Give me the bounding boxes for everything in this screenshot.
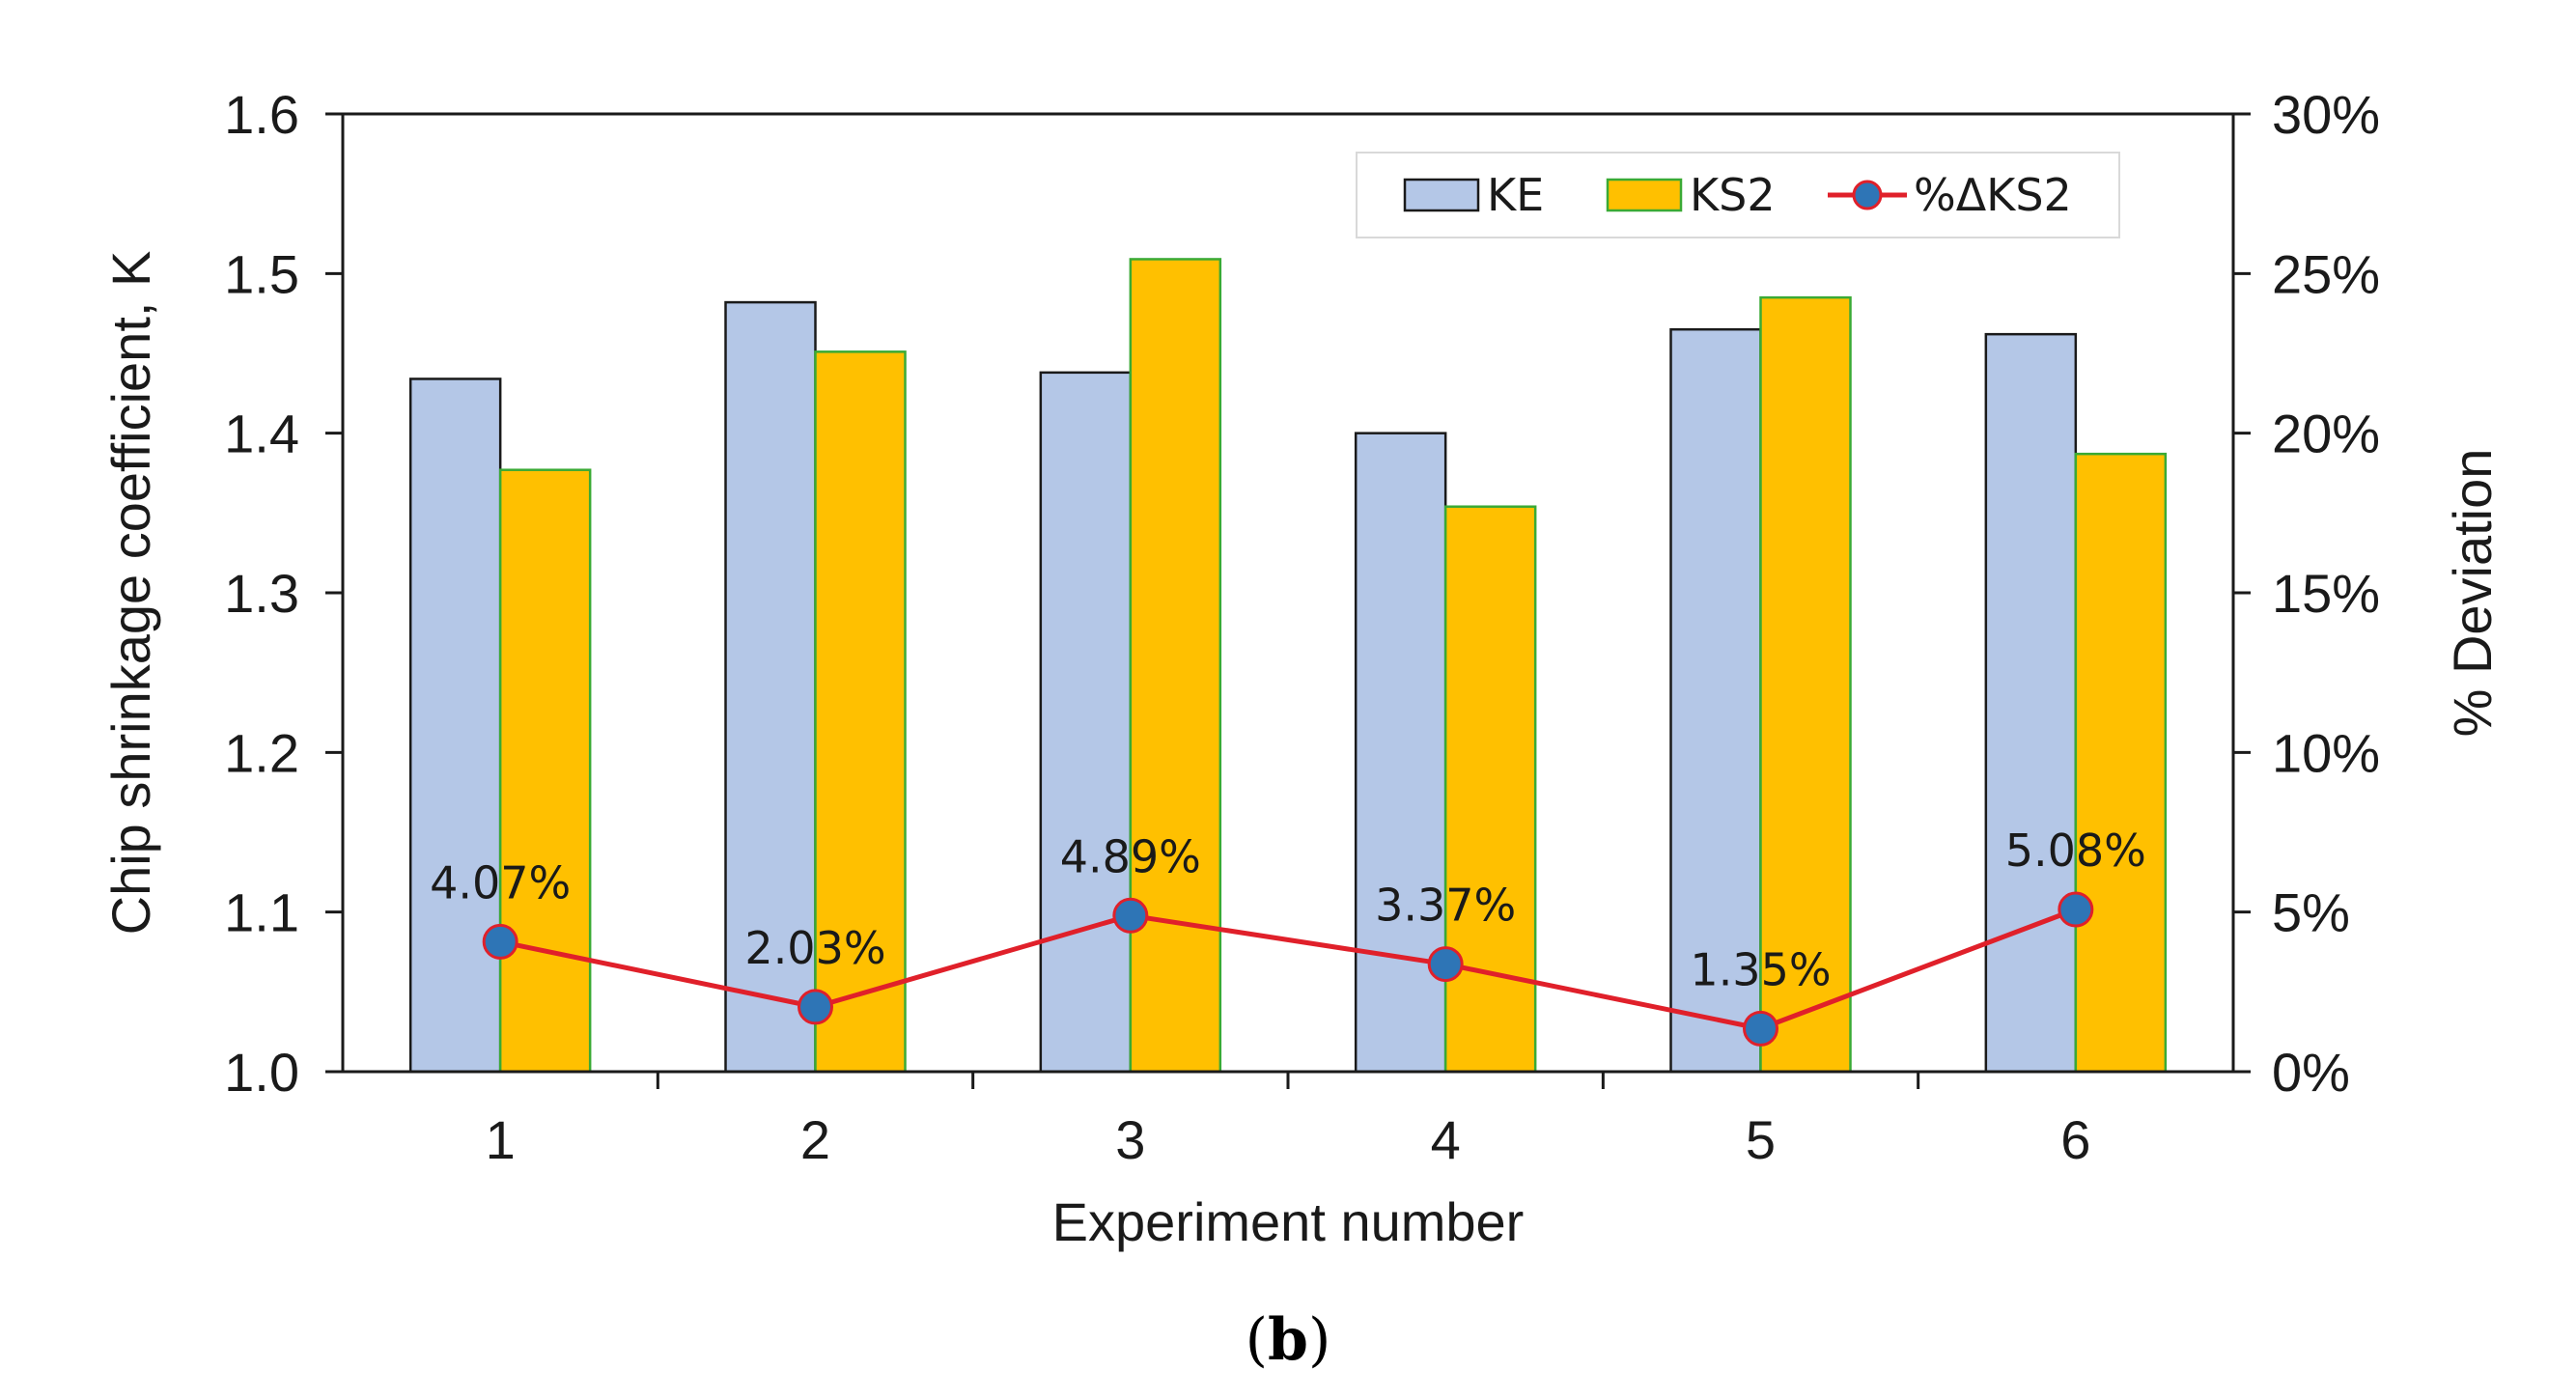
x-tick-label: 3 [1115,1109,1145,1170]
y2-tick-label: 0% [2272,1042,2350,1103]
x-tick-label: 1 [486,1109,516,1170]
deviation-point-4 [1427,946,1464,983]
legend-deviation-label: %ΔKS2 [1914,169,2072,221]
y-axis-title: Chip shrinkage coefficient, K [100,251,161,936]
x-axis-title: Experiment number [1052,1191,1525,1252]
bar-ks2-2 [814,350,907,1074]
x-tick-label: 6 [2060,1109,2090,1170]
deviation-data-label: 4.07% [430,856,571,909]
legend-ks2-label: KS2 [1690,169,1776,221]
x-tick-label: 4 [1431,1109,1461,1170]
y2-tick-label: 15% [2272,563,2380,624]
bar-ke-3 [1039,371,1133,1074]
deviation-line [499,907,2077,1031]
y-tick-label: 1.0 [224,1042,299,1103]
y-tick-label: 1.2 [224,722,299,783]
y-tick-label: 1.5 [224,243,299,304]
bar-ke-1 [408,377,502,1074]
bar-ke-4 [1354,432,1447,1074]
figure-caption: (b) [1246,1306,1331,1374]
y2-tick-label: 10% [2272,722,2380,783]
legend-ks2-swatch [1606,178,1683,212]
bar-ks2-4 [1443,505,1537,1074]
bar-ks2-1 [498,468,592,1074]
deviation-point-2 [798,989,833,1025]
x-tick-label: 2 [800,1109,830,1170]
deviation-data-label: 4.89% [1060,830,1201,882]
bar-ks2-3 [1129,258,1222,1074]
ke-bars [408,300,2078,1074]
y-tick-label: 1.1 [224,882,299,943]
axis-ticks: 1.0 1.1 1.2 1.3 1.4 1.5 1.6 0% 5% 10% 15% 20% 25% 30%… [224,84,2380,1170]
y2-tick-label: 25% [2272,243,2380,304]
plot-area-frame [341,112,2235,1074]
x-tick-label: 5 [1746,1109,1776,1170]
deviation-data-label: 3.37% [1375,880,1516,932]
bar-ks2-6 [2074,452,2168,1074]
bar-ks2-5 [1759,295,1852,1074]
y-tick-label: 1.3 [224,563,299,624]
deviation-line-series: 4.07% 2.03% 4.89% 3.37% 1.35% 5.08% [430,825,2146,1047]
deviation-data-label: 2.03% [744,922,885,974]
deviation-point-6 [2058,891,2094,928]
legend-deviation-marker [1852,180,1883,210]
y-tick-label: 1.6 [224,84,299,145]
bar-ke-2 [724,300,817,1074]
y2-axis-title: % Deviation [2442,449,2503,738]
deviation-data-label: 1.35% [1690,943,1831,995]
legend-ke-swatch [1403,178,1480,212]
deviation-point-5 [1743,1010,1778,1047]
y-tick-label: 1.4 [224,404,299,464]
legend-ke-label: KE [1487,169,1544,221]
y2-tick-label: 30% [2272,84,2380,145]
y2-tick-label: 5% [2272,882,2350,943]
deviation-point-3 [1112,897,1149,934]
bar-ke-6 [1984,332,2078,1074]
legend: KE KS2 %ΔKS2 [1356,152,2120,238]
legend-box [1356,152,2120,238]
y2-tick-label: 20% [2272,404,2380,464]
deviation-data-label: 5.08% [2005,825,2146,877]
deviation-point-1 [482,923,518,960]
